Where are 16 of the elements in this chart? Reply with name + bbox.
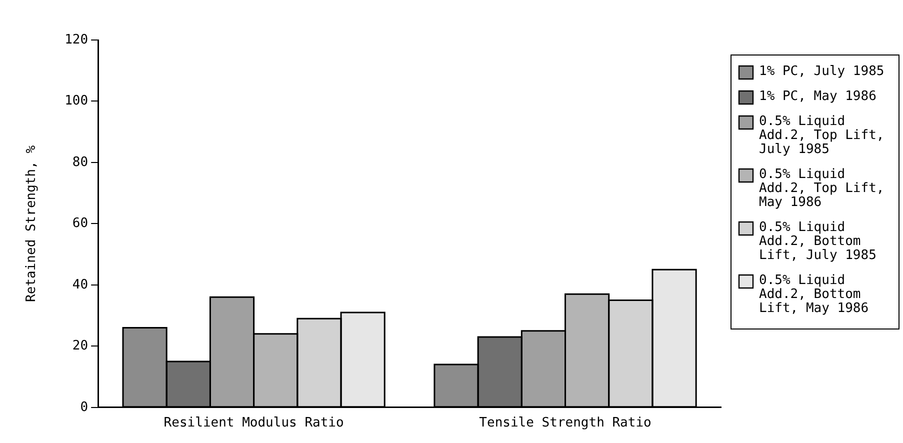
legend-label: 0.5% Liquid Add.2, Bottom Lift, July 1985 <box>759 220 876 263</box>
y-tick-label: 40 <box>72 277 88 292</box>
y-tick-label: 60 <box>72 216 88 232</box>
y-tick-label: 80 <box>72 154 88 170</box>
x-tick-label: Resilient Modulus Ratio <box>164 416 344 431</box>
y-tick-label: 0 <box>80 400 88 415</box>
legend-label: 0.5% Liquid Add.2, Bottom Lift, May 1986 <box>759 272 869 316</box>
y-axis-title: Retained Strength, % <box>24 145 40 302</box>
y-tick-label: 100 <box>64 94 88 109</box>
y-tick-label: 20 <box>72 338 88 354</box>
y-tick-label: 120 <box>64 32 88 48</box>
legend-label: 0.5% Liquid Add.2, Top Lift, May 1986 <box>759 166 884 210</box>
legend-label: 1% PC, May 1986 <box>759 88 876 104</box>
legend-label: 0.5% Liquid Add.2, Top Lift, July 1985 <box>759 114 884 157</box>
legend-label: 1% PC, July 1985 <box>759 64 884 79</box>
x-tick-label: Tensile Strength Ratio <box>479 416 652 431</box>
